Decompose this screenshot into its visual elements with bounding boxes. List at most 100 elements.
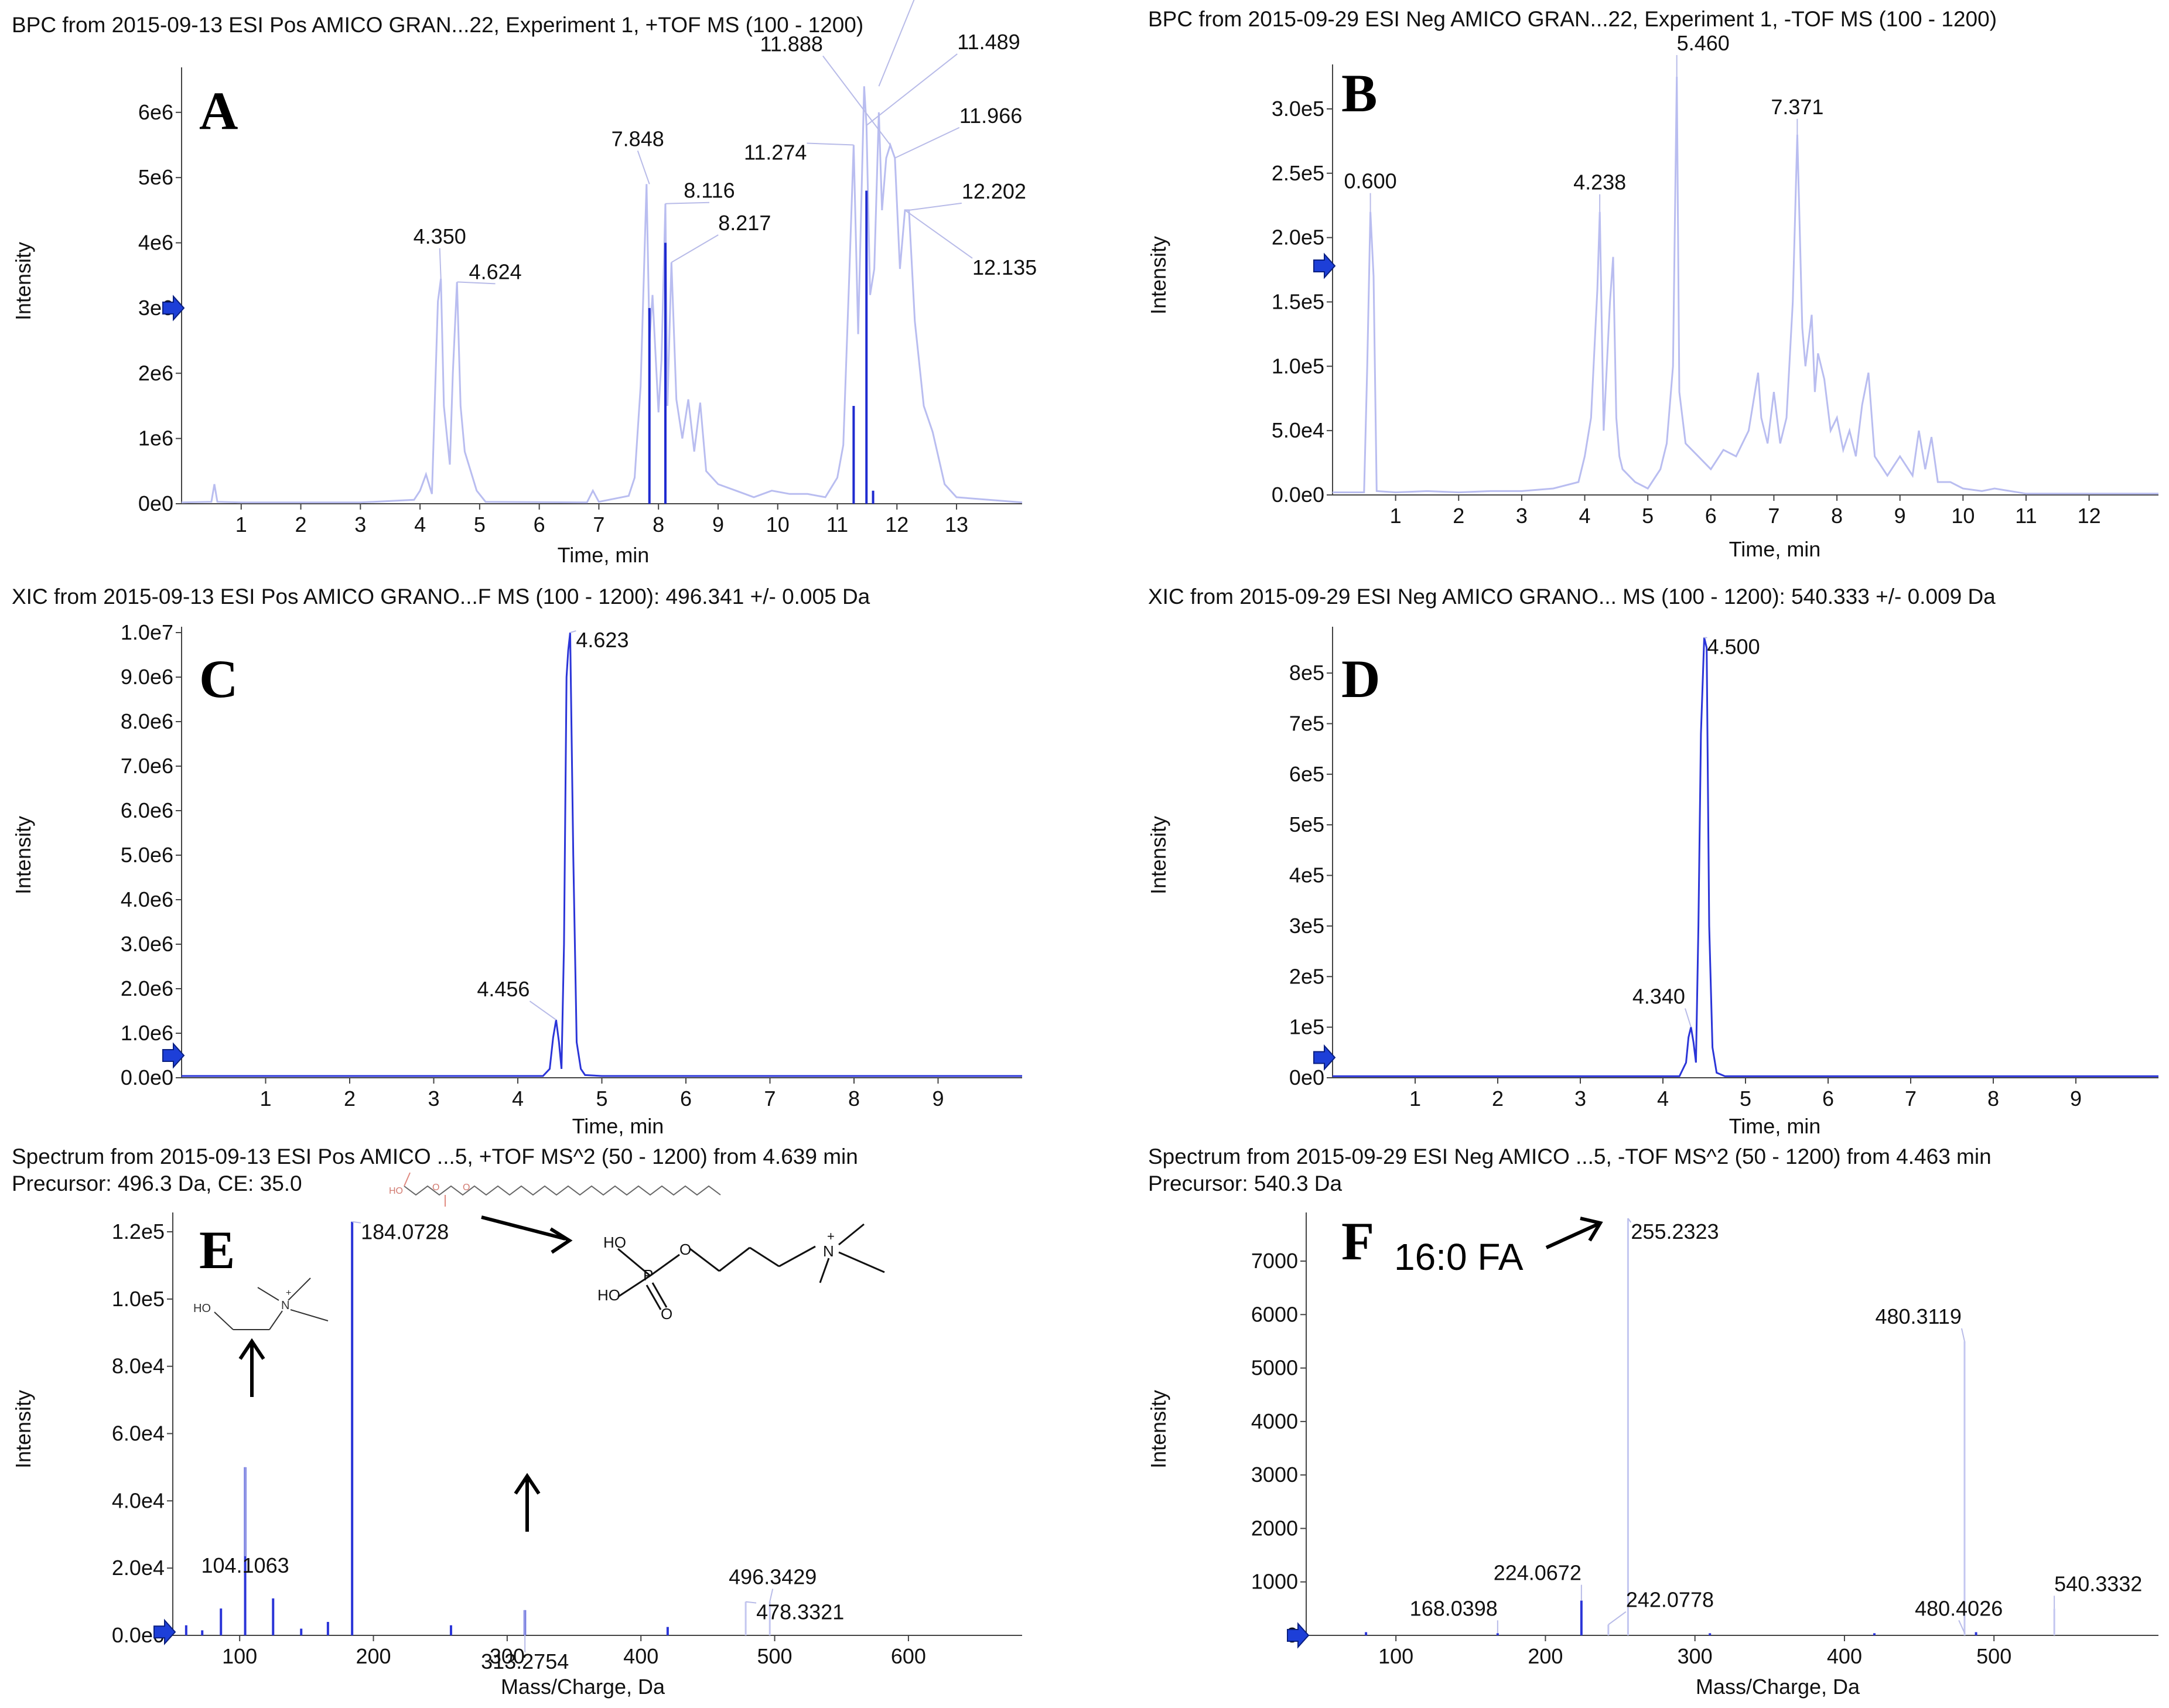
peak-label-b: 7.371	[1771, 95, 1823, 119]
y-marker-arrow-d	[1313, 1044, 1336, 1071]
x-tick-label-e: 500	[757, 1644, 793, 1668]
y-tick-label-f: 5000	[1251, 1356, 1298, 1380]
annotation-leader-c	[570, 630, 576, 633]
y-tick-label-a: 1e6	[138, 426, 173, 450]
phosphocholine-structure	[617, 1223, 885, 1310]
x-tick-label-f: 300	[1678, 1644, 1713, 1668]
x-tick-label-b: 3	[1516, 504, 1528, 528]
y-tick-label-b: 5.0e4	[1272, 418, 1324, 442]
peak-label-f: 480.3119	[1875, 1304, 1961, 1328]
peak-label-e: 104.1063	[201, 1553, 289, 1577]
x-tick-label-b: 1	[1390, 504, 1402, 528]
y-tick-label-c: 3.0e6	[121, 932, 173, 956]
peak-label-a: 7.848	[612, 127, 664, 151]
acyl-fragment-structure	[404, 1172, 721, 1207]
y-axis-label-b: Intensity	[1146, 236, 1170, 315]
panel-e: Spectrum from 2015-09-13 ESI Pos AMICO .…	[0, 1142, 1084, 1708]
chart-c: 0.0e0 1.0e6 2.0e6 3.0e6 4.0e6 5.0e6 6.0e6 7.0e6…	[11, 620, 1022, 1138]
y-tick-label-d: 4e5	[1289, 863, 1324, 887]
x-tick-label-c: 4	[512, 1087, 524, 1111]
y-marker-arrow-c	[162, 1042, 185, 1069]
y-tick-label-a: 2e6	[138, 361, 173, 385]
x-tick-label-a: 8	[653, 513, 664, 537]
y-tick-label-d: 3e5	[1289, 914, 1324, 938]
panel-letter-a: A	[199, 81, 238, 141]
x-tick-label-a: 13	[945, 513, 968, 537]
annotation-leader-a	[457, 281, 496, 285]
y-tick-label-e: 2.0e4	[112, 1556, 165, 1580]
peak-label-a: 11.489	[957, 30, 1020, 54]
y-tick-label-a: 6e6	[138, 100, 173, 124]
peak-label-d: 4.500	[1707, 635, 1760, 659]
panel-e-subtitle: Precursor: 496.3 Da, CE: 35.0	[12, 1171, 302, 1195]
x-axis-label-b: Time, min	[1729, 537, 1821, 561]
y-axis-label-f: Intensity	[1146, 1390, 1170, 1468]
svg-text:O: O	[661, 1305, 672, 1323]
x-tick-label-e: 200	[356, 1644, 391, 1668]
annotation-leader-d	[1684, 1008, 1692, 1027]
panel-e-title: Spectrum from 2015-09-13 ESI Pos AMICO .…	[12, 1145, 858, 1169]
peak-label-a: 8.116	[684, 179, 735, 203]
choline-labels: HO N +	[193, 1288, 291, 1315]
x-tick-label-b: 8	[1831, 504, 1843, 528]
peak-label-e: 496.3429	[729, 1565, 817, 1589]
panel-letter-d: D	[1341, 649, 1380, 709]
y-tick-label-d: 6e5	[1289, 762, 1324, 786]
panel-d: XIC from 2015-09-29 ESI Neg AMICO GRANO.…	[1142, 580, 2169, 1148]
y-tick-label-a: 4e6	[138, 231, 173, 255]
y-marker-arrow-f	[1287, 1622, 1310, 1649]
y-tick-label-f: 2000	[1251, 1516, 1298, 1540]
y-tick-label-e: 4.0e4	[112, 1488, 165, 1512]
x-tick-label-e: 100	[222, 1644, 257, 1668]
y-tick-label-d: 2e5	[1289, 964, 1324, 988]
panel-a: BPC from 2015-09-13 ESI Pos AMICO GRAN..…	[0, 0, 1084, 574]
y-tick-label-e: 6.0e4	[112, 1421, 165, 1445]
x-tick-label-b: 4	[1579, 504, 1591, 528]
x-tick-label-b: 9	[1894, 504, 1906, 528]
x-tick-label-c: 1	[259, 1087, 271, 1111]
chart-d: 0e0 1e5 2e5 3e5 4e5 5e5 6e5 7e5 8e5 1 2 3 4 5 6 7 8 9 4.34…	[1146, 627, 2158, 1138]
svg-text:N: N	[823, 1242, 834, 1260]
annotation-leader-a	[671, 234, 719, 263]
series-line-d	[1333, 637, 2158, 1077]
y-tick-label-a: 5e6	[138, 165, 173, 189]
chart-f: 0100020003000400050006000700010020030040…	[1146, 1211, 2158, 1699]
peak-label-c: 4.623	[576, 628, 629, 652]
annotation-leader-a	[908, 202, 962, 211]
series-line-a	[181, 86, 1023, 504]
x-tick-label-c: 7	[764, 1087, 776, 1111]
x-tick-label-d: 3	[1574, 1087, 1586, 1111]
x-tick-label-b: 5	[1642, 504, 1654, 528]
x-tick-label-d: 6	[1822, 1087, 1834, 1111]
peak-label-a: 12.135	[972, 255, 1037, 279]
y-axis-label-e: Intensity	[11, 1390, 35, 1468]
phosphocholine-labels: HO P O HO O N +	[597, 1229, 835, 1323]
y-tick-label-f: 3000	[1251, 1463, 1298, 1487]
annotation-leader-a	[822, 55, 891, 146]
svg-text:+: +	[286, 1288, 291, 1298]
x-tick-label-d: 4	[1657, 1087, 1669, 1111]
panel-letter-b: B	[1341, 63, 1377, 123]
x-axis-label-f: Mass/Charge, Da	[1696, 1675, 1860, 1699]
peak-label-f: 224.0672	[1494, 1561, 1582, 1585]
x-tick-label-c: 5	[596, 1087, 607, 1111]
y-tick-label-b: 2.5e5	[1272, 161, 1324, 185]
panel-letter-f: F	[1341, 1211, 1374, 1271]
peak-label-a: 8.217	[718, 211, 771, 235]
y-axis-label-a: Intensity	[11, 242, 35, 320]
x-tick-label-e: 300	[490, 1644, 525, 1668]
svg-text:HO: HO	[597, 1286, 620, 1304]
y-axis-label-d: Intensity	[1146, 816, 1170, 894]
y-tick-label-f: 6000	[1251, 1302, 1298, 1326]
x-tick-label-a: 7	[593, 513, 604, 537]
annotation-leader-f	[1960, 1328, 1965, 1342]
x-tick-label-a: 3	[354, 513, 366, 537]
panel-letter-c: C	[199, 649, 238, 709]
annotation-leader-a	[807, 142, 854, 146]
annotation-leader-a	[878, 0, 915, 87]
peak-label-b: 5.460	[1677, 31, 1730, 55]
y-tick-label-c: 8.0e6	[121, 709, 173, 733]
annotation-leader-a	[904, 210, 973, 259]
